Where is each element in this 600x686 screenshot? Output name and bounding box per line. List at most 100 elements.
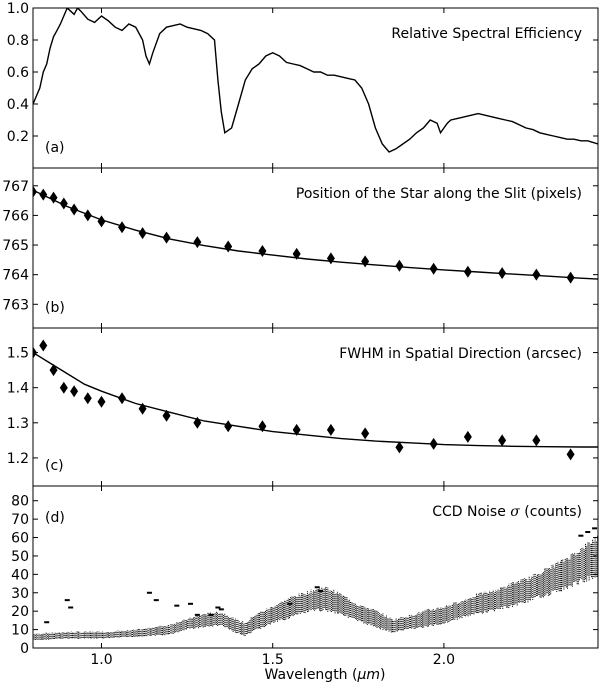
noise-outlier-point <box>208 613 214 616</box>
panel-b-data-point <box>429 262 438 275</box>
panel-b-data-point <box>532 268 541 281</box>
panel-b-data-point <box>326 252 335 265</box>
panel-b-plot-area <box>33 185 598 284</box>
panel-c-data-point <box>33 346 37 359</box>
panel-a: 0.2 0.4 0.6 0.8 1.0 Relative Spectral Efficie… <box>7 1 599 169</box>
panel-a-ytick-label: 1.0 <box>7 1 29 17</box>
panel-c-data-point <box>326 423 335 436</box>
panel-b-data-point <box>463 265 472 278</box>
panel-b-data-point <box>498 267 507 280</box>
panel-b-data-point <box>224 240 233 253</box>
panel-d: 0 10 20 30 40 50 60 70 80 1.0 1.5 2.0 CCD Noise σ (c… <box>11 485 599 668</box>
panel-b-data-point <box>59 197 68 210</box>
panel-c-data-point <box>566 448 575 461</box>
panel-b-data-point <box>70 203 79 216</box>
panel-d-ytick-label: 40 <box>11 567 29 583</box>
panel-b: 763 764 765 766 767 Position of the Star alon… <box>2 167 599 329</box>
panel-c-ytick-label: 1.5 <box>7 346 29 362</box>
panel-d-ytick-label: 30 <box>11 586 29 602</box>
panel-c-data-point <box>138 402 147 415</box>
noise-outlier-point <box>188 602 194 605</box>
panel-d-xtick-label: 1.5 <box>262 652 284 668</box>
panel-d-ytick-label: 0 <box>20 641 29 657</box>
panel-b-data-point <box>83 209 92 222</box>
noise-outlier-point <box>287 602 293 605</box>
panel-b-ytick-label: 764 <box>2 268 29 284</box>
efficiency-line <box>33 8 598 153</box>
panel-c-data-point <box>463 430 472 443</box>
panel-d-ytick-label: 70 <box>11 512 29 528</box>
panel-c-fit-curve <box>33 352 598 448</box>
panel-c-ytick-label: 1.3 <box>7 416 29 432</box>
panel-b-data-point <box>162 231 171 244</box>
panel-b-data-point <box>292 247 301 260</box>
panel-c-ytick-label: 1.4 <box>7 381 29 397</box>
panel-c-data-point <box>193 416 202 429</box>
panel-d-xtick-label: 1.0 <box>90 652 112 668</box>
noise-outlier-point <box>174 604 180 607</box>
panel-c-data-point <box>162 409 171 422</box>
panel-a-title: Relative Spectral Efficiency <box>391 26 582 42</box>
noise-outlier-point <box>585 531 591 534</box>
panel-b-data-point <box>566 271 575 284</box>
panel-d-frame <box>32 485 599 649</box>
panel-c-data-point <box>59 381 68 394</box>
noise-outlier-point <box>44 621 50 624</box>
panel-b-ytick-label: 763 <box>2 297 29 313</box>
noise-outlier-point <box>218 608 224 611</box>
noise-outlier-point <box>592 527 598 530</box>
noise-outlier-point <box>146 591 152 594</box>
panel-a-letter: (a) <box>45 140 65 156</box>
panel-b-data-point <box>258 244 267 257</box>
noise-outlier-point <box>64 599 70 602</box>
panel-c-plot-area <box>33 339 598 461</box>
panel-c: 1.2 1.3 1.4 1.5 FWHM in Spatial Direction (a… <box>7 327 599 487</box>
panel-b-data-point <box>118 221 127 234</box>
panel-d-ytick-label: 50 <box>11 549 29 565</box>
panel-b-title: Position of the Star along the Slit (pix… <box>296 186 582 202</box>
panel-d-title: CCD Noise σ (counts) <box>432 504 582 520</box>
panel-a-ytick-label: 0.4 <box>7 97 29 113</box>
panel-b-ytick-label: 766 <box>2 208 29 224</box>
panel-c-data-point <box>83 392 92 405</box>
panel-d-letter: (d) <box>45 510 65 526</box>
panel-b-ytick-label: 765 <box>2 238 29 254</box>
panel-c-data-point <box>118 392 127 405</box>
panel-c-data-point <box>97 395 106 408</box>
panel-c-data-point <box>395 441 404 454</box>
panel-c-data-point <box>292 423 301 436</box>
panel-c-data-point <box>49 364 58 377</box>
panel-c-data-point <box>70 385 79 398</box>
panel-b-data-point <box>361 255 370 268</box>
panel-b-fit-curve <box>33 189 598 280</box>
panel-c-ytick-label: 1.2 <box>7 451 29 467</box>
panel-d-xtick-label: 2.0 <box>433 652 455 668</box>
panel-d-ytick-label: 60 <box>11 531 29 547</box>
panel-d-ytick-label: 20 <box>11 604 29 620</box>
panel-b-data-point <box>193 236 202 249</box>
noise-outlier-point <box>68 606 74 609</box>
panel-c-title: FWHM in Spatial Direction (arcsec) <box>339 346 582 362</box>
noise-outlier-point <box>578 534 584 537</box>
panel-d-ytick-label: 10 <box>11 623 29 639</box>
panel-c-data-point <box>361 427 370 440</box>
panel-b-data-point <box>138 227 147 240</box>
panel-b-data-point <box>97 215 106 228</box>
noise-outlier-point <box>318 589 324 592</box>
panel-b-data-point <box>33 185 37 198</box>
panel-c-letter: (c) <box>45 458 64 474</box>
panel-c-data-point <box>224 420 233 433</box>
noise-outlier-point <box>215 606 221 609</box>
panel-a-plot-area <box>33 8 598 153</box>
panel-d-ytick-label: 80 <box>11 494 29 510</box>
noise-outlier-point <box>153 599 159 602</box>
panel-c-data-point <box>429 437 438 450</box>
panel-c-data-point <box>498 434 507 447</box>
panel-a-ytick-label: 0.8 <box>7 33 29 49</box>
panel-b-ytick-label: 767 <box>2 179 29 195</box>
panel-c-data-point <box>39 339 48 352</box>
panel-b-data-point <box>49 191 58 204</box>
panel-c-data-point <box>258 420 267 433</box>
panel-a-ytick-label: 0.2 <box>7 129 29 145</box>
